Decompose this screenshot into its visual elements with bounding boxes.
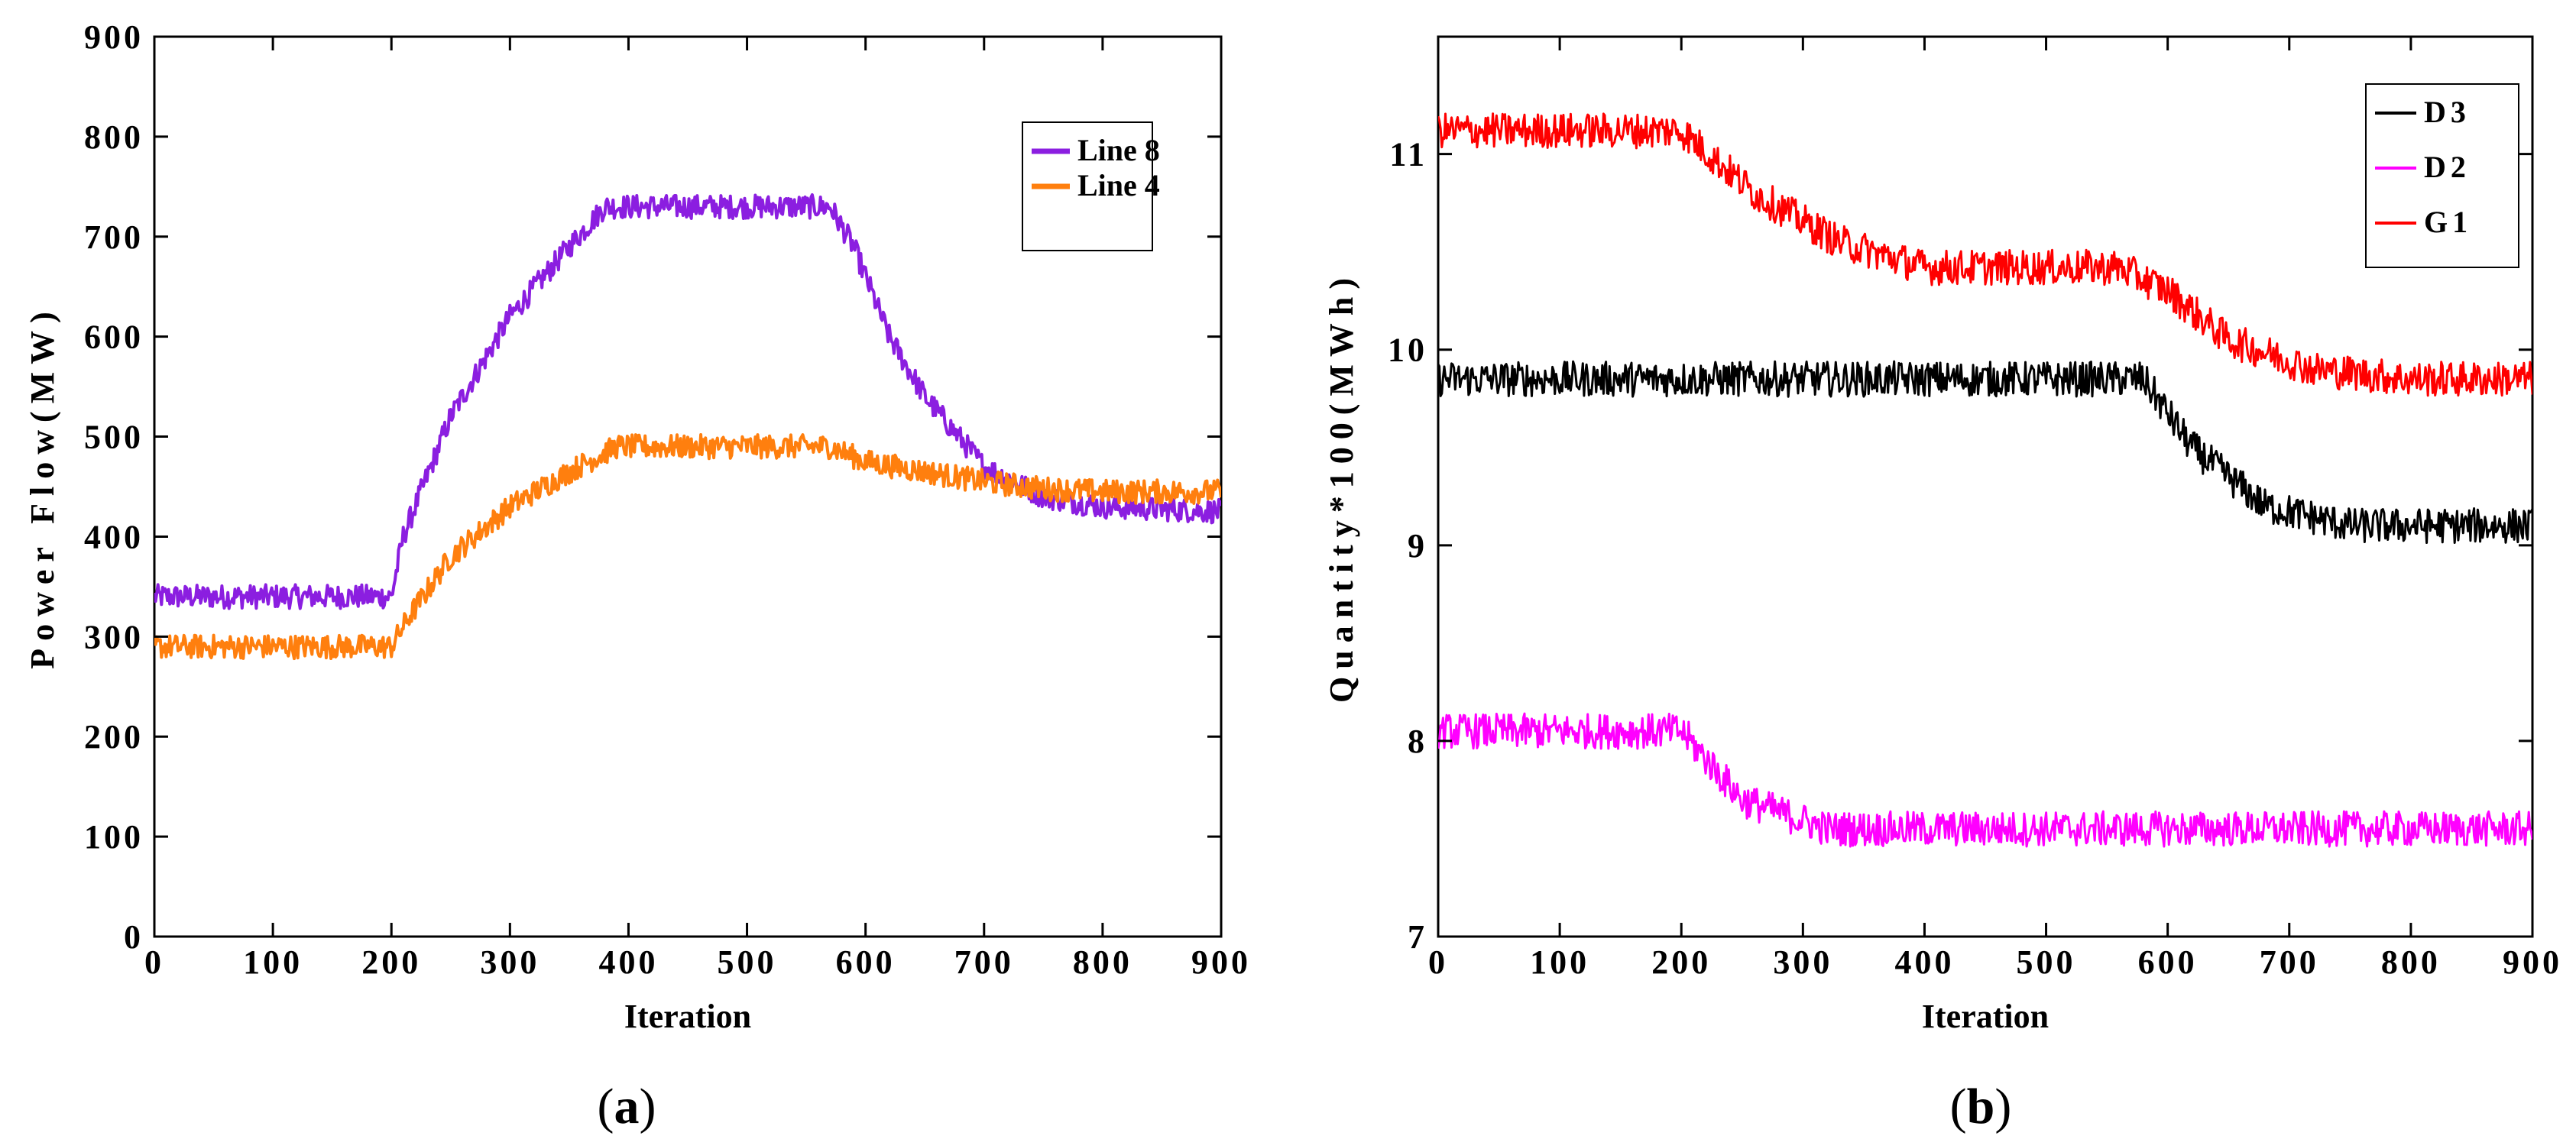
- series-group-b: [1438, 112, 2532, 848]
- y-tick-label: 8: [1408, 723, 1427, 760]
- panel-letter-b: b: [1967, 1079, 1995, 1134]
- y-tick-label: 9: [1408, 527, 1427, 565]
- y-tick-label: 300: [84, 618, 144, 655]
- x-tick-label: 300: [1773, 943, 1832, 981]
- x-tick-label: 500: [718, 943, 777, 981]
- y-axis-a: 0 100 200 300 400 500 600 700 800 900: [84, 18, 1221, 956]
- x-axis-a: 0 100 200 300 400 500 600 700 800 900: [144, 37, 1251, 981]
- x-tick-label: 700: [954, 943, 1014, 981]
- panel-label-a: (a): [598, 1079, 656, 1134]
- y-tick-label: 11: [1389, 136, 1427, 173]
- series-line-d2: [1438, 712, 2532, 848]
- x-tick-label: 200: [1651, 943, 1711, 981]
- panel-label-b: (b): [1950, 1079, 2012, 1134]
- x-tick-label: 300: [480, 943, 540, 981]
- y-tick-label: 400: [84, 518, 144, 555]
- x-tick-label: 0: [1428, 943, 1448, 981]
- legend-label: D2: [2424, 150, 2471, 184]
- y-tick-label: 700: [84, 218, 144, 256]
- panel-letter-a: a: [614, 1079, 640, 1134]
- y-tick-label: 500: [84, 419, 144, 456]
- x-tick-label: 500: [2017, 943, 2076, 981]
- y-axis-b: 7 8 9 10 11: [1388, 136, 2532, 956]
- y-tick-label: 900: [84, 18, 144, 56]
- y-tick-label: 100: [84, 818, 144, 856]
- legend-label: Line 4: [1077, 168, 1160, 202]
- legend-label: D3: [2424, 95, 2471, 129]
- x-axis-b: 0 100 200 300 400 500 600 700 800 900: [1428, 37, 2562, 981]
- y-tick-label: 7: [1408, 918, 1427, 956]
- x-tick-label: 600: [836, 943, 896, 981]
- x-tick-label: 700: [2260, 943, 2319, 981]
- x-tick-label: 600: [2138, 943, 2198, 981]
- x-tick-label: 800: [2381, 943, 2441, 981]
- y-tick-label: 0: [124, 918, 144, 956]
- x-tick-label: 400: [598, 943, 658, 981]
- x-tick-label: 400: [1894, 943, 1954, 981]
- series-line-line-4: [154, 433, 1221, 661]
- x-tick-label: 900: [1191, 943, 1251, 981]
- chart-panel-a: 0 100 200 300 400 500 600 700 800 900 0 100 200 300 4…: [24, 18, 1251, 1134]
- series-group-a: [154, 193, 1221, 661]
- x-axis-label-a: Iteration: [624, 998, 751, 1035]
- y-tick-label: 10: [1388, 332, 1427, 369]
- x-tick-label: 0: [144, 943, 164, 981]
- chart-panel-b: 0 100 200 300 400 500 600 700 800 900 7 8 9 10 11 Ite…: [1323, 35, 2562, 1134]
- legend-b: D3 D2 G1: [2365, 83, 2519, 268]
- x-tick-label: 100: [1530, 943, 1589, 981]
- y-axis-label-b: Quantity*100(MWh): [1323, 270, 1360, 703]
- plot-area-b: [1437, 35, 2534, 938]
- x-tick-label: 900: [2503, 943, 2562, 981]
- y-tick-label: 200: [84, 718, 144, 756]
- series-line-d3: [1438, 360, 2532, 544]
- x-tick-label: 200: [361, 943, 421, 981]
- y-tick-label: 600: [84, 319, 144, 356]
- y-axis-label-a: Power Flow(MW): [24, 304, 61, 669]
- x-tick-label: 100: [243, 943, 303, 981]
- y-tick-label: 800: [84, 118, 144, 156]
- series-line-g1: [1438, 112, 2532, 397]
- x-axis-label-b: Iteration: [1922, 998, 2049, 1035]
- legend-label: G1: [2424, 205, 2472, 239]
- x-tick-label: 800: [1073, 943, 1132, 981]
- legend-label: Line 8: [1077, 133, 1160, 167]
